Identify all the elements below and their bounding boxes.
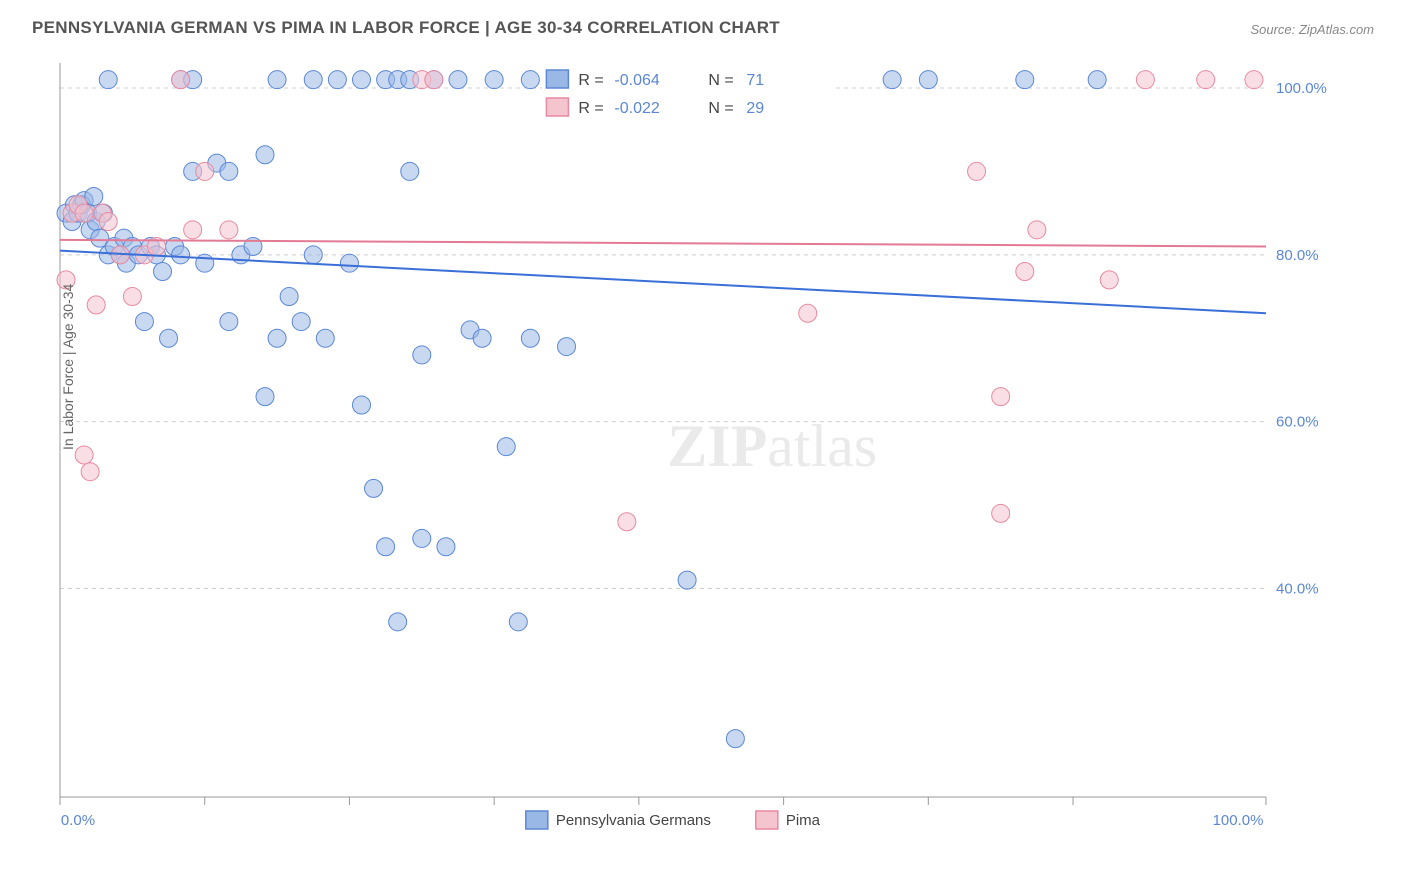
data-point <box>304 246 322 264</box>
x-tick-label: 100.0% <box>1213 812 1264 829</box>
data-point <box>268 71 286 89</box>
y-tick-label: 60.0% <box>1276 414 1319 431</box>
data-point <box>678 571 696 589</box>
data-point <box>509 613 527 631</box>
scatter-chart: 40.0% 60.0% 80.0% 100.0% ZIPatlas 0.0% 100.0% R… <box>50 55 1336 845</box>
legend-stats: R = -0.064 N = 71 R = -0.022 N = 29 <box>542 61 832 129</box>
data-point <box>184 221 202 239</box>
data-point <box>1016 71 1034 89</box>
svg-text:N =: N = <box>708 72 733 89</box>
data-point <box>220 162 238 180</box>
data-point <box>268 329 286 347</box>
data-point <box>316 329 334 347</box>
data-point <box>521 329 539 347</box>
data-point <box>135 313 153 331</box>
data-point <box>389 613 407 631</box>
data-point <box>87 296 105 314</box>
legend-series: Pennsylvania Germans Pima <box>526 811 821 829</box>
data-point <box>304 71 322 89</box>
y-tick-label: 80.0% <box>1276 247 1319 264</box>
source-label: Source: ZipAtlas.com <box>1250 22 1374 37</box>
data-point <box>81 463 99 481</box>
data-point <box>413 529 431 547</box>
data-point <box>353 71 371 89</box>
data-point <box>1088 71 1106 89</box>
plot-area: In Labor Force | Age 30-34 40.0% 60.0% 80.… <box>50 55 1336 845</box>
svg-text:71: 71 <box>746 72 764 89</box>
data-point <box>449 71 467 89</box>
watermark: ZIPatlas <box>667 413 877 479</box>
data-point <box>919 71 937 89</box>
data-point <box>1136 71 1154 89</box>
svg-text:-0.064: -0.064 <box>614 72 659 89</box>
data-point <box>1016 263 1034 281</box>
data-point <box>1197 71 1215 89</box>
y-axis-label: In Labor Force | Age 30-34 <box>60 284 76 450</box>
data-point <box>992 388 1010 406</box>
svg-text:R =: R = <box>578 100 603 117</box>
data-point <box>160 329 178 347</box>
data-point <box>220 313 238 331</box>
data-point <box>75 446 93 464</box>
data-point <box>340 254 358 272</box>
data-point <box>196 162 214 180</box>
data-point <box>75 204 93 222</box>
data-point <box>377 538 395 556</box>
svg-text:-0.022: -0.022 <box>614 100 659 117</box>
data-point <box>618 513 636 531</box>
data-point <box>726 730 744 748</box>
data-point <box>883 71 901 89</box>
data-point <box>413 346 431 364</box>
data-point <box>558 338 576 356</box>
data-point <box>99 71 117 89</box>
data-point <box>365 479 383 497</box>
data-point <box>437 538 455 556</box>
data-point <box>123 288 141 306</box>
svg-text:Pennsylvania Germans: Pennsylvania Germans <box>556 812 711 829</box>
data-point <box>85 187 103 205</box>
data-point <box>799 304 817 322</box>
data-point <box>220 221 238 239</box>
data-point <box>172 246 190 264</box>
y-tick-label: 40.0% <box>1276 580 1319 597</box>
data-point <box>485 71 503 89</box>
data-point <box>99 212 117 230</box>
data-point <box>1100 271 1118 289</box>
data-point <box>353 396 371 414</box>
x-tick-label: 0.0% <box>61 812 95 829</box>
svg-text:N =: N = <box>708 100 733 117</box>
data-point <box>292 313 310 331</box>
data-point <box>401 162 419 180</box>
data-point <box>473 329 491 347</box>
data-point <box>992 504 1010 522</box>
svg-text:Pima: Pima <box>786 812 821 829</box>
data-point <box>328 71 346 89</box>
data-point <box>256 146 274 164</box>
svg-text:29: 29 <box>746 100 764 117</box>
data-point <box>497 438 515 456</box>
chart-title: PENNSYLVANIA GERMAN VS PIMA IN LABOR FOR… <box>32 18 780 38</box>
y-tick-label: 100.0% <box>1276 80 1327 97</box>
data-point <box>1245 71 1263 89</box>
data-point <box>256 388 274 406</box>
data-point <box>425 71 443 89</box>
data-point <box>154 263 172 281</box>
data-point <box>280 288 298 306</box>
data-point <box>1028 221 1046 239</box>
svg-text:R =: R = <box>578 72 603 89</box>
data-point <box>172 71 190 89</box>
data-point <box>968 162 986 180</box>
data-point <box>521 71 539 89</box>
